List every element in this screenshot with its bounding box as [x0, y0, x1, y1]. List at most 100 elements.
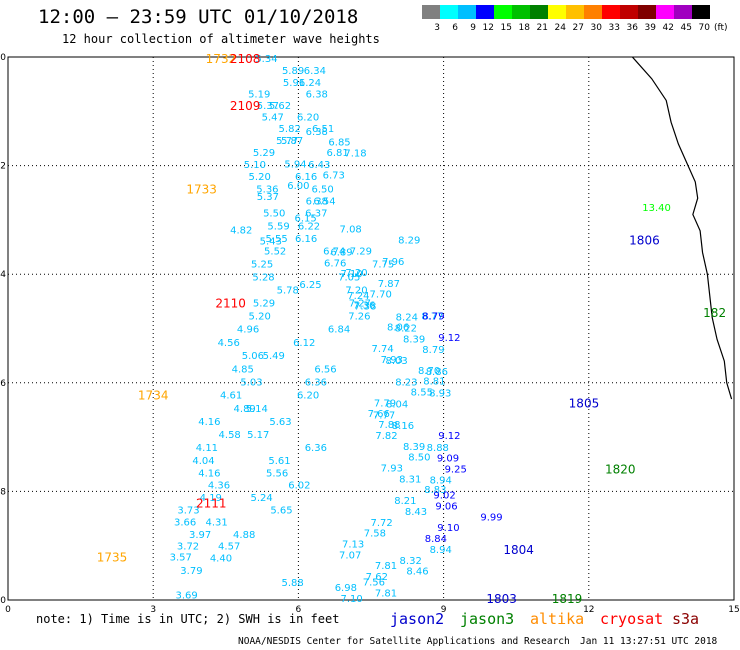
wave-height-label: 8.83: [424, 485, 446, 496]
color-scale-label: 15: [500, 23, 512, 33]
wave-height-label: 5.37: [257, 192, 279, 203]
wave-height-label: 7.20: [345, 268, 367, 279]
pass-time-label: 1804: [503, 543, 534, 557]
wave-height-label: 7.77: [373, 410, 395, 421]
color-swatch: [602, 5, 620, 19]
wave-height-label: 6.54: [313, 196, 335, 207]
wave-height-label: 6.02: [288, 480, 310, 491]
wave-height-label: 9.10: [437, 523, 459, 534]
wave-height-label: 5.89: [282, 66, 304, 77]
color-scale-unit: (ft): [714, 23, 728, 33]
wave-height-label: 9.99: [480, 512, 502, 523]
wave-height-label: 7.93: [381, 464, 403, 475]
color-scale-label: 45: [680, 23, 692, 33]
wave-height-label: 7.70: [370, 290, 392, 301]
color-scale-label: 12: [482, 23, 494, 33]
wave-height-label: 4.88: [233, 530, 255, 541]
color-scale-label: 21: [536, 23, 548, 33]
wave-height-label: 6.20: [297, 391, 319, 402]
pass-time-label: 2108: [230, 52, 261, 66]
wave-height-label: 6.38: [306, 127, 328, 138]
wave-height-label: 7.74: [371, 344, 393, 355]
color-swatch: [422, 5, 440, 19]
wave-height-label: 5.87: [281, 136, 303, 147]
color-swatch: [674, 5, 692, 19]
wave-height-label: 7.24: [347, 291, 369, 302]
wave-height-label: 8.55: [411, 387, 433, 398]
wave-height-label: 5.24: [250, 493, 272, 504]
pass-time-label: 2111: [196, 496, 227, 510]
wave-height-label: 8.79: [422, 345, 444, 356]
wave-height-label: 7.88: [378, 420, 400, 431]
wave-height-label: 5.78: [277, 285, 299, 296]
plot-frame: [7, 56, 735, 601]
color-scale-label: 30: [590, 23, 602, 33]
wave-height-label: 7.79: [374, 398, 396, 409]
wave-height-label: 4.61: [220, 391, 242, 402]
wave-height-label: 5.20: [249, 172, 271, 183]
wave-height-label: 6.12: [293, 338, 315, 349]
color-swatch: [458, 5, 476, 19]
wave-height-label: 6.34: [304, 66, 326, 77]
color-swatch: [638, 5, 656, 19]
wave-height-label: 13.40: [642, 203, 671, 214]
header: 12:00 – 23:59 UTC 01/10/2018 12 hour col…: [0, 0, 740, 60]
wave-height-label: 6.20: [297, 113, 319, 124]
wave-height-label: 5.49: [263, 351, 285, 362]
color-swatch: [692, 5, 710, 19]
x-tick-label: 0: [5, 605, 11, 615]
wave-height-label: 5.63: [269, 417, 291, 428]
wave-height-label: 7.20: [345, 285, 367, 296]
wave-height-label: 8.32: [400, 556, 422, 567]
wave-height-label: 5.25: [251, 259, 273, 270]
wave-height-label: 6.56: [314, 365, 336, 376]
wave-height-label: 7.26: [348, 311, 370, 322]
color-swatch: [548, 5, 566, 19]
satellite-label-s3a: s3a: [672, 610, 700, 628]
pass-time-label: 1733: [186, 182, 217, 196]
wave-height-label: 4.96: [237, 325, 259, 336]
wave-height-label: 6.84: [328, 325, 350, 336]
wave-height-label: 9.09: [437, 454, 459, 465]
wave-height-label: 5.47: [262, 113, 284, 124]
wave-height-label: 6.22: [298, 221, 320, 232]
x-tick-label: 3: [150, 605, 156, 615]
wave-height-label: 4.58: [219, 430, 241, 441]
color-scale-label: 39: [644, 23, 656, 33]
wave-height-label: 5.03: [240, 378, 262, 389]
x-tick-label: 15: [728, 605, 739, 615]
generation-timestamp: Jan 11 13:27:51 UTC 2018: [580, 636, 718, 647]
color-swatch: [620, 5, 638, 19]
satellite-label-altika: altika: [530, 610, 585, 628]
wave-height-label: 8.22: [395, 323, 417, 334]
wave-height-label: 9.12: [438, 333, 460, 344]
wave-height-label: 8.29: [398, 235, 420, 246]
wave-height-label: 5.10: [244, 160, 266, 171]
wave-height-label: 7.62: [366, 572, 388, 583]
y-tick-label: -24: [0, 270, 6, 280]
wave-height-label: 8.24: [396, 313, 418, 324]
wave-height-label: 7.81: [375, 561, 397, 572]
wave-height-label: 7.29: [350, 246, 372, 257]
footer-note: note: 1) Time is in UTC; 2) SWH is in fe…: [36, 612, 340, 626]
wave-height-label: 7.93: [381, 355, 403, 366]
wave-height-label: 8.70: [418, 366, 440, 377]
color-scale-label: 24: [554, 23, 566, 33]
wave-height-label: 8.94: [430, 475, 452, 486]
wave-height-label: 9.12: [438, 431, 460, 442]
wave-height-label: 5.36: [256, 184, 278, 195]
wave-height-label: 7.87: [378, 279, 400, 290]
wave-height-label: 8.94: [430, 545, 452, 556]
wave-height-label: 7.81: [375, 588, 397, 599]
color-scale-label: 42: [662, 23, 674, 33]
wave-height-label: 6.16: [295, 172, 317, 183]
wave-height-label: 7.05: [338, 272, 360, 283]
wave-height-label: 7.07: [339, 550, 361, 561]
wave-height-label: 4.19: [200, 493, 222, 504]
wave-height-label: 9.25: [445, 465, 467, 476]
pass-time-label: 1735: [97, 551, 128, 565]
color-swatch: [476, 5, 494, 19]
pass-time-label: 2110: [215, 296, 246, 310]
wave-height-label: 3.73: [177, 505, 199, 516]
